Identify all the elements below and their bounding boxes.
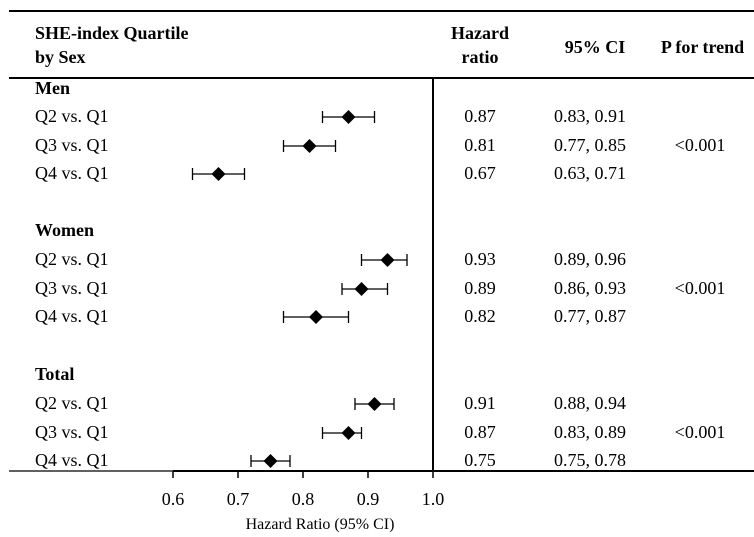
ci-value: 0.63, 0.71 [554, 163, 626, 183]
group-label-women: Women [35, 220, 95, 240]
top-rule [9, 10, 754, 12]
col-header-quartile-line1: SHE-index Quartile [35, 23, 189, 43]
x-tick-label: 0.8 [291, 489, 315, 509]
row-label: Q2 vs. Q1 [35, 249, 109, 269]
x-axis-label: Hazard Ratio (95% CI) [245, 516, 395, 533]
row-label: Q4 vs. Q1 [35, 306, 109, 326]
hr-value: 0.82 [464, 306, 496, 326]
group-label-men: Men [35, 78, 70, 98]
col-header-p: P for trend [660, 37, 745, 57]
row-label: Q4 vs. Q1 [35, 163, 109, 183]
row-label: Q4 vs. Q1 [35, 450, 109, 470]
hr-diamond-marker [380, 253, 395, 267]
hr-diamond-marker [341, 110, 356, 124]
hr-diamond-marker [302, 139, 317, 153]
hr-value: 0.75 [464, 450, 496, 470]
hr-value: 0.87 [464, 422, 496, 442]
x-tick-label: 1.0 [421, 489, 445, 509]
ci-value: 0.75, 0.78 [554, 450, 626, 470]
hr-diamond-marker [367, 397, 382, 411]
p-trend-value: <0.001 [674, 422, 726, 442]
ci-value: 0.88, 0.94 [554, 393, 626, 413]
hr-diamond-marker [341, 426, 356, 440]
p-trend-value: <0.001 [674, 278, 726, 298]
x-tick-label: 0.7 [226, 489, 250, 509]
col-header-hr: Hazard ratio [440, 21, 520, 69]
ci-value: 0.89, 0.96 [554, 249, 626, 269]
x-tick-label: 0.6 [161, 489, 185, 509]
hr-value: 0.93 [464, 249, 496, 269]
ci-value: 0.83, 0.91 [554, 106, 626, 126]
row-label: Q2 vs. Q1 [35, 393, 109, 413]
row-label: Q2 vs. Q1 [35, 106, 109, 126]
row-label: Q3 vs. Q1 [35, 135, 109, 155]
ci-value: 0.83, 0.89 [554, 422, 626, 442]
col-header-quartile-line2: by Sex [35, 47, 86, 67]
row-label: Q3 vs. Q1 [35, 278, 109, 298]
hr-diamond-marker [354, 282, 369, 296]
hr-diamond-marker [309, 310, 323, 324]
ci-value: 0.77, 0.87 [554, 306, 626, 326]
ci-value: 0.77, 0.85 [554, 135, 626, 155]
hr-value: 0.87 [464, 106, 496, 126]
col-header-quartile: SHE-index Quartile by Sex [35, 21, 189, 69]
p-trend-value: <0.001 [674, 135, 726, 155]
col-header-hr-line1: Hazard [451, 23, 509, 43]
header-rule [9, 77, 754, 79]
hr-value: 0.91 [464, 393, 496, 413]
ci-value: 0.86, 0.93 [554, 278, 626, 298]
hr-value: 0.67 [464, 163, 496, 183]
hr-diamond-marker [211, 167, 226, 181]
x-tick-label: 0.9 [356, 489, 380, 509]
group-label-total: Total [35, 364, 75, 384]
col-header-hr-line2: ratio [461, 47, 499, 67]
hr-value: 0.81 [464, 135, 496, 155]
row-label: Q3 vs. Q1 [35, 422, 109, 442]
hr-diamond-marker [263, 454, 278, 468]
hr-value: 0.89 [464, 278, 496, 298]
col-header-ci: 95% CI [564, 37, 626, 57]
